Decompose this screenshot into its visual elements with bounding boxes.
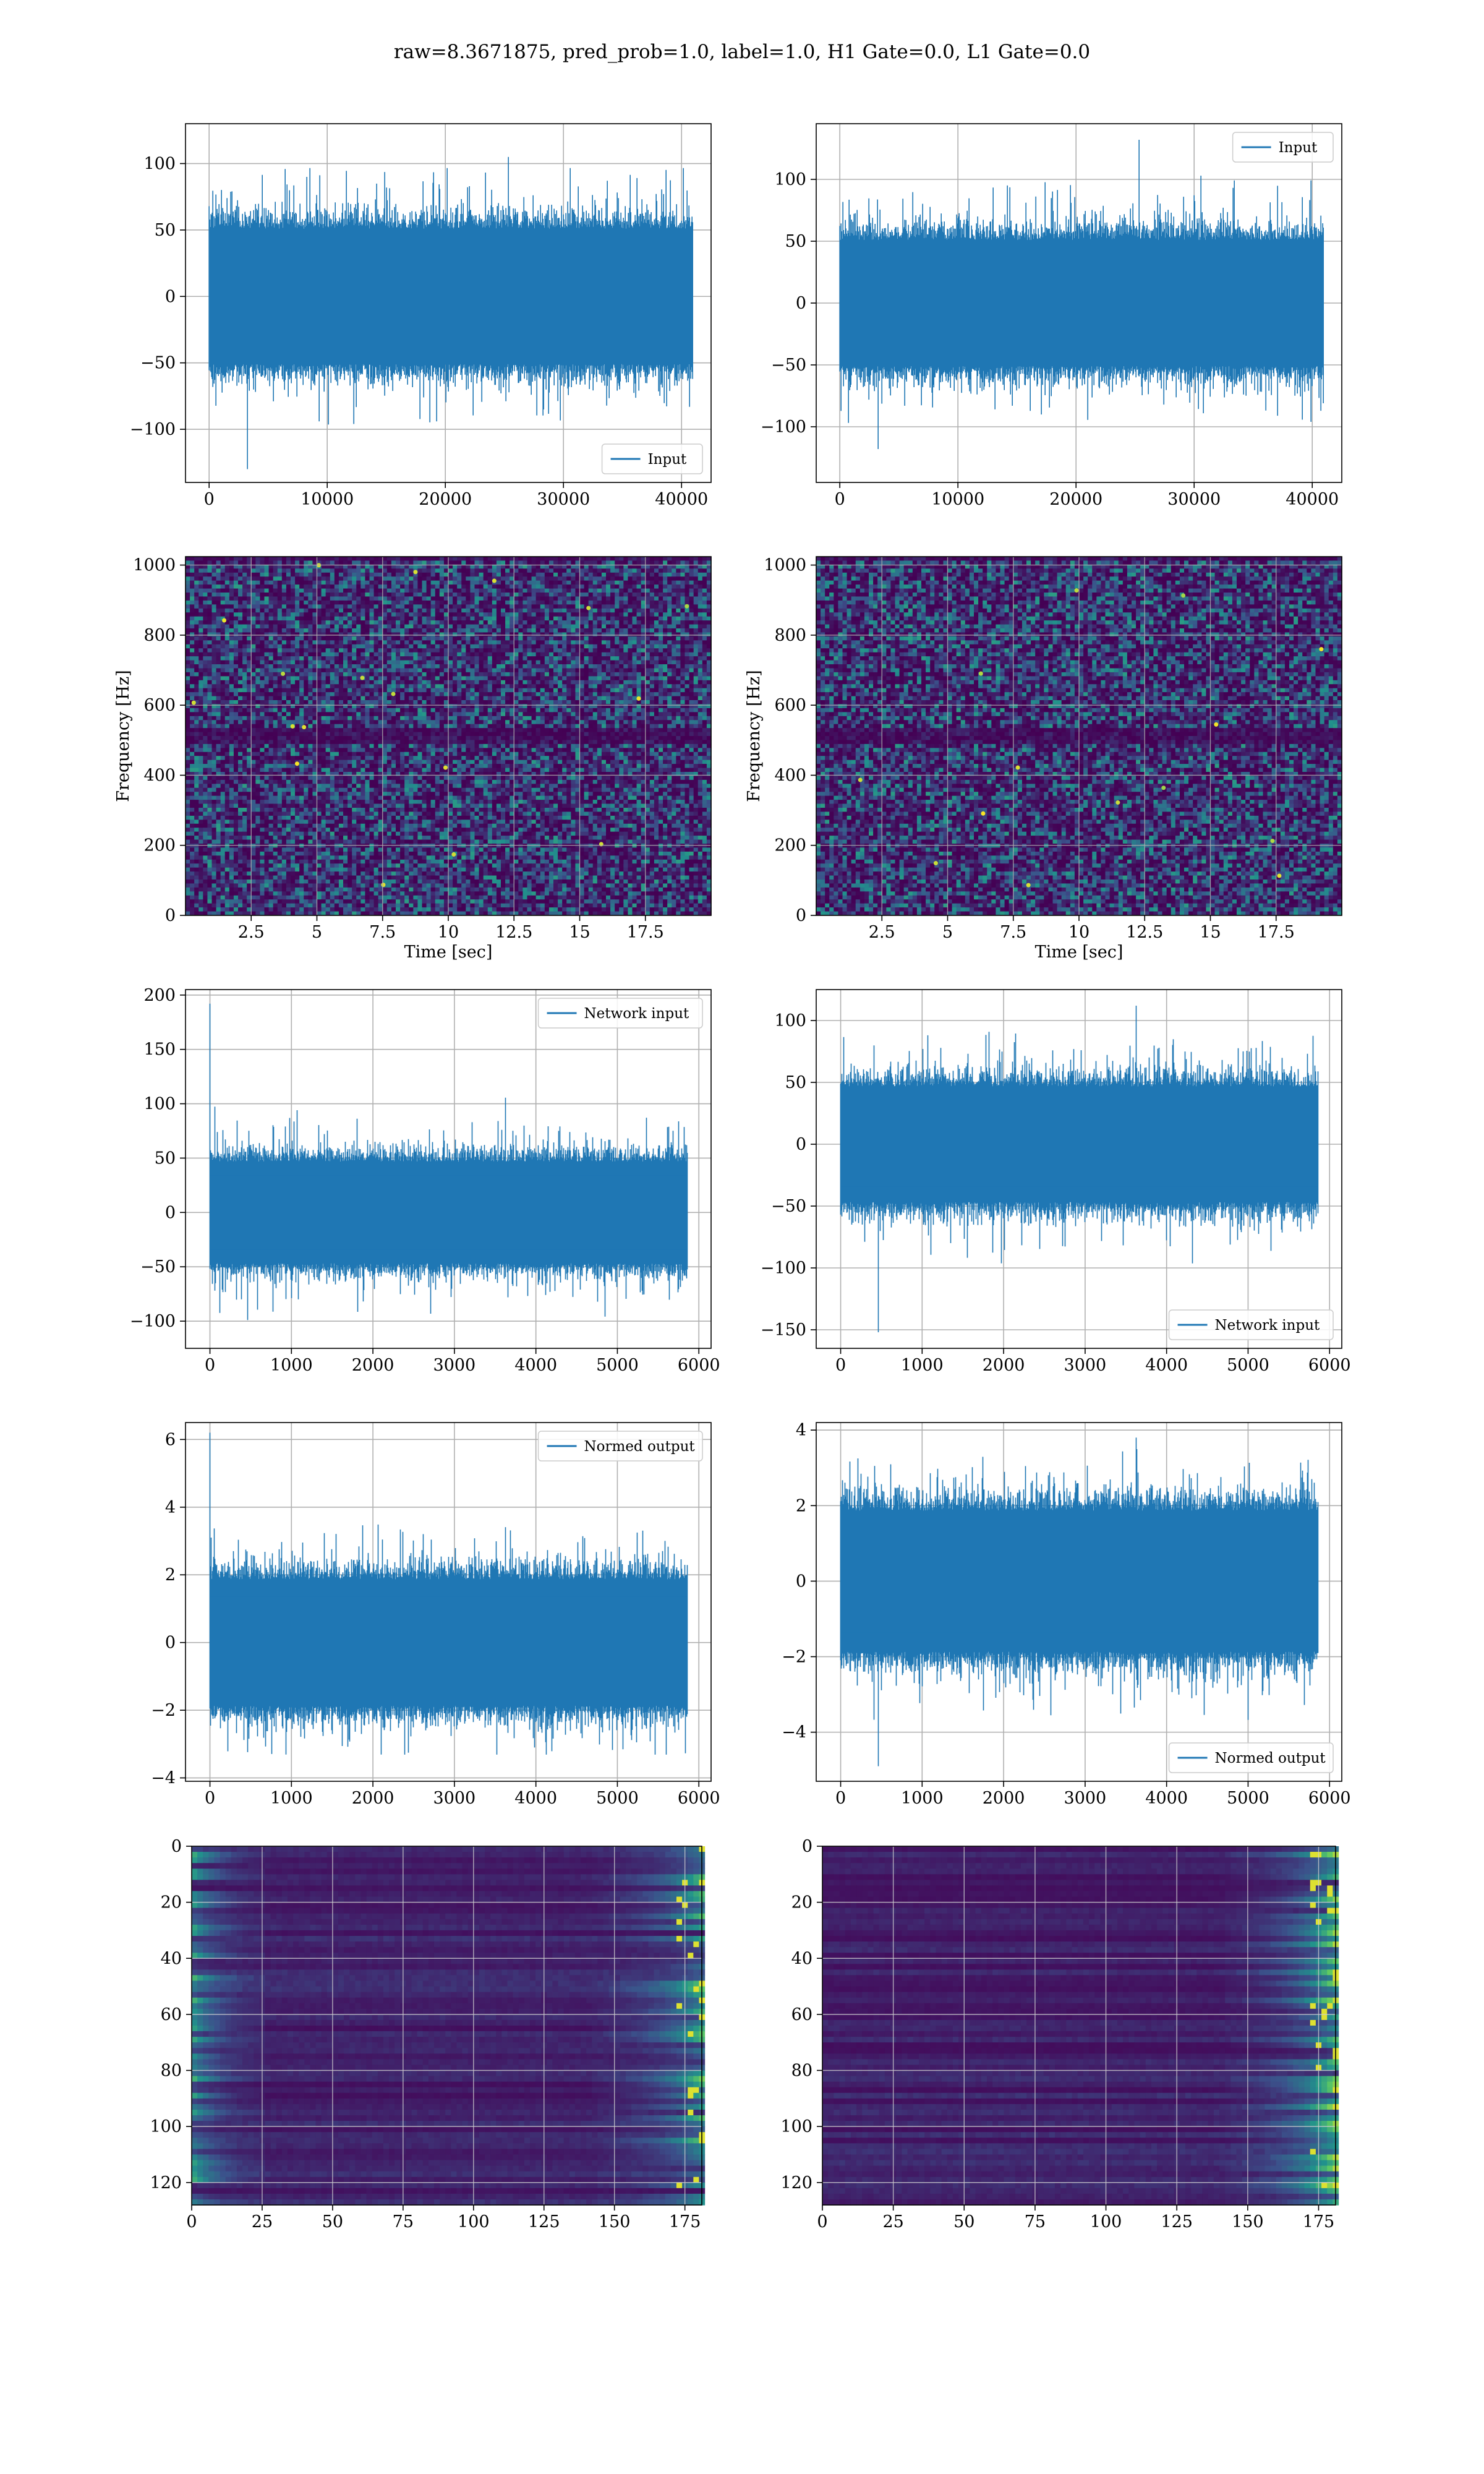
input-h1-legend: Input [601, 443, 703, 474]
input-h1-axes-frame [185, 123, 712, 483]
x-tick-label: 30000 [1167, 490, 1221, 509]
hot-pixel [281, 671, 286, 676]
x-tick-label: 40000 [1286, 490, 1339, 509]
y-tick-label: 120 [780, 2173, 812, 2193]
feature-map-l1-plot-area [822, 1846, 1339, 2206]
spectrogram-h1-plot-area [186, 557, 712, 916]
y-tick-label: −50 [771, 356, 806, 375]
y-tick-label: 100 [780, 2117, 812, 2136]
hot-pixel [294, 761, 299, 766]
input-l1-series-core [840, 257, 1324, 349]
spectrogram-h1-heatmap-cells [186, 557, 712, 916]
hot-pixel [684, 604, 689, 609]
y-tick-label: 20 [791, 1893, 812, 1912]
y-tick-label: 100 [143, 154, 176, 173]
input-h1-axes: 0 10000 20000 30000 40000 −100 −50 0 50 100 [130, 154, 708, 509]
y-tick-label: 50 [155, 221, 176, 240]
x-tick-label: 0 [817, 2212, 827, 2232]
x-tick-label: 50 [953, 2212, 974, 2232]
hot-pixel [443, 765, 448, 770]
x-tick-label: 150 [1232, 2212, 1264, 2232]
y-tick-label: 80 [791, 2061, 812, 2081]
legend-label: Input [1279, 140, 1318, 156]
y-tick-label: 40 [791, 1949, 812, 1968]
y-tick-label: 50 [785, 232, 806, 251]
hot-pixel [413, 570, 418, 575]
y-tick-label: 0 [165, 287, 176, 306]
input-l1-legend: Input [1232, 132, 1334, 163]
input-h1-series-core [209, 247, 693, 346]
x-tick-label: 0 [204, 490, 215, 509]
y-tick-label: 100 [774, 170, 806, 189]
x-tick-label: 10000 [301, 490, 354, 509]
x-tick-label: 175 [1303, 2212, 1335, 2232]
x-tick-label: 100 [1090, 2212, 1122, 2232]
y-tick-label: 0 [796, 294, 806, 313]
hot-pixel [302, 725, 307, 730]
x-tick-label: 0 [835, 490, 845, 509]
y-tick-label: 60 [791, 2005, 812, 2024]
y-tick-label: −100 [130, 420, 176, 439]
x-tick-label: 20000 [1049, 490, 1102, 509]
x-tick-label: 30000 [537, 490, 590, 509]
x-tick-label: 10000 [931, 490, 984, 509]
x-tick-label: 25 [882, 2212, 903, 2232]
legend-label: Input [648, 452, 687, 468]
x-tick-label: 20000 [419, 490, 472, 509]
input-l1-axes: 0 10000 20000 30000 40000 −100 −50 0 50 100 [761, 170, 1339, 509]
input-h1-plot-area [186, 124, 711, 482]
input-l1-plot-area [816, 124, 1342, 482]
y-tick-label: −50 [140, 354, 176, 373]
y-tick-label: 0 [802, 1837, 812, 1856]
x-tick-label: 40000 [655, 490, 708, 509]
x-tick-label: 75 [1025, 2212, 1046, 2232]
figure-title: raw=8.3671875, pred_prob=1.0, label=1.0,… [0, 41, 1484, 63]
x-tick-label: 125 [1161, 2212, 1193, 2232]
y-tick-label: −100 [761, 417, 806, 437]
feature-map-l1-heatmap-cells [822, 1846, 1339, 2206]
